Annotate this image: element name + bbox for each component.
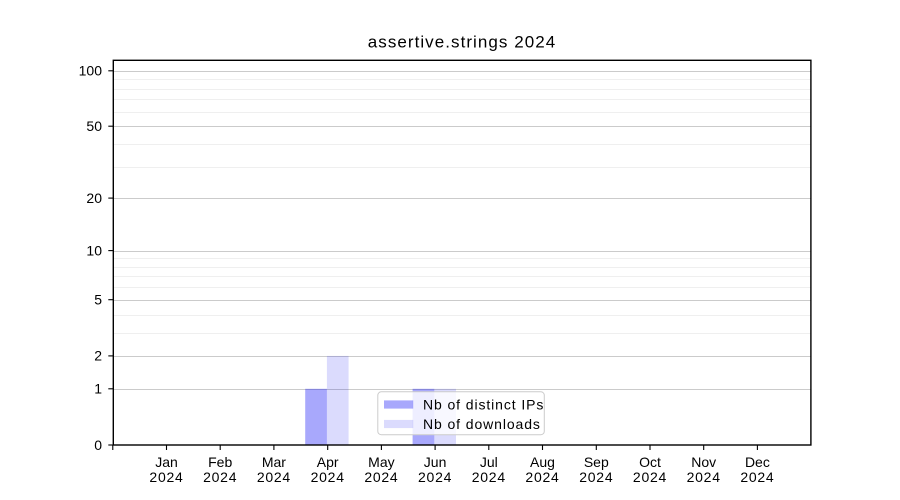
svg-text:10: 10 [86, 242, 102, 258]
svg-text:Nb of distinct IPs: Nb of distinct IPs [423, 396, 544, 412]
svg-text:Sep: Sep [584, 454, 609, 470]
svg-text:2: 2 [94, 348, 102, 364]
svg-text:assertive.strings 2024: assertive.strings 2024 [368, 33, 556, 52]
svg-text:2024: 2024 [364, 469, 398, 485]
svg-text:1: 1 [94, 381, 102, 397]
svg-text:2024: 2024 [418, 469, 452, 485]
svg-text:20: 20 [86, 190, 102, 206]
svg-text:Feb: Feb [208, 454, 232, 470]
svg-text:2024: 2024 [633, 469, 667, 485]
svg-text:0: 0 [94, 437, 102, 453]
svg-text:2024: 2024 [472, 469, 506, 485]
svg-text:2024: 2024 [579, 469, 613, 485]
svg-text:2024: 2024 [203, 469, 237, 485]
svg-text:100: 100 [79, 63, 103, 79]
svg-text:Oct: Oct [639, 454, 661, 470]
svg-text:2024: 2024 [311, 469, 345, 485]
svg-text:2024: 2024 [687, 469, 721, 485]
svg-text:Apr: Apr [317, 454, 339, 470]
svg-text:Jan: Jan [155, 454, 178, 470]
svg-text:Mar: Mar [262, 454, 286, 470]
svg-text:50: 50 [86, 118, 102, 134]
svg-text:Jun: Jun [424, 454, 447, 470]
svg-text:5: 5 [94, 292, 102, 308]
svg-text:2024: 2024 [257, 469, 291, 485]
svg-text:Nb of downloads: Nb of downloads [423, 416, 541, 432]
svg-text:Jul: Jul [480, 454, 498, 470]
svg-text:May: May [368, 454, 394, 470]
svg-text:Nov: Nov [691, 454, 716, 470]
svg-text:Aug: Aug [530, 454, 555, 470]
svg-text:2024: 2024 [740, 469, 774, 485]
svg-text:2024: 2024 [525, 469, 559, 485]
svg-text:2024: 2024 [149, 469, 183, 485]
svg-text:Dec: Dec [745, 454, 770, 470]
